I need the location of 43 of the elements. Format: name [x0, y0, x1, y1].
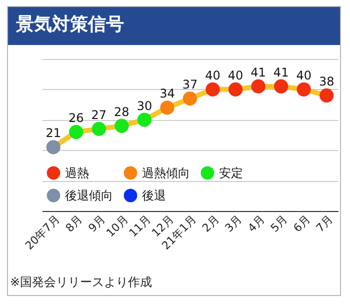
- legend-label: 後退傾向: [65, 188, 113, 202]
- legend-label: 後退: [142, 188, 166, 202]
- point: [251, 79, 266, 94]
- point: [182, 91, 198, 106]
- x-tick-label: 6月: [290, 212, 313, 235]
- data-label: 27: [91, 108, 107, 122]
- legend-label: 安定: [219, 166, 243, 180]
- legend-label: 過熱傾向: [142, 166, 190, 180]
- data-label: 26: [68, 110, 84, 125]
- point: [228, 82, 243, 96]
- text: ※国発会リリースより作成: [10, 274, 152, 291]
- x-tick-label: 7月: [314, 212, 336, 235]
- point: [206, 82, 220, 96]
- point: [296, 82, 311, 96]
- x-tick-label: 5月: [268, 212, 290, 235]
- data-label: 37: [182, 78, 198, 92]
- point: [137, 112, 152, 127]
- point: [46, 140, 60, 154]
- point: [114, 118, 129, 133]
- data-label: 34: [160, 86, 175, 101]
- x-tick-label: 9月: [86, 212, 108, 235]
- data-label: 38: [318, 74, 334, 88]
- data-label: 41: [250, 65, 266, 80]
- point: [69, 124, 84, 140]
- point: [320, 88, 334, 103]
- data-label: 28: [114, 104, 130, 119]
- x-tick-label: 11月: [126, 212, 154, 240]
- data-label: 40: [228, 68, 244, 82]
- legend-label: 過熱: [65, 166, 89, 180]
- x-tick-label: 2月: [200, 212, 222, 235]
- data-label: 30: [136, 98, 152, 113]
- x-tick-label: 8月: [63, 212, 86, 235]
- chart-title: 景気対策信号: [8, 7, 340, 45]
- data-label: 40: [205, 68, 220, 82]
- point: [160, 100, 174, 115]
- x-tick-label: 20年7月: [22, 212, 62, 252]
- x-tick-label: 4月: [245, 212, 268, 235]
- point: [274, 79, 288, 94]
- point: [92, 122, 106, 136]
- data-label: 41: [273, 65, 289, 80]
- x-tick-label: 3月: [222, 212, 245, 235]
- data-label: 21: [46, 126, 62, 140]
- data-label: 40: [296, 68, 312, 82]
